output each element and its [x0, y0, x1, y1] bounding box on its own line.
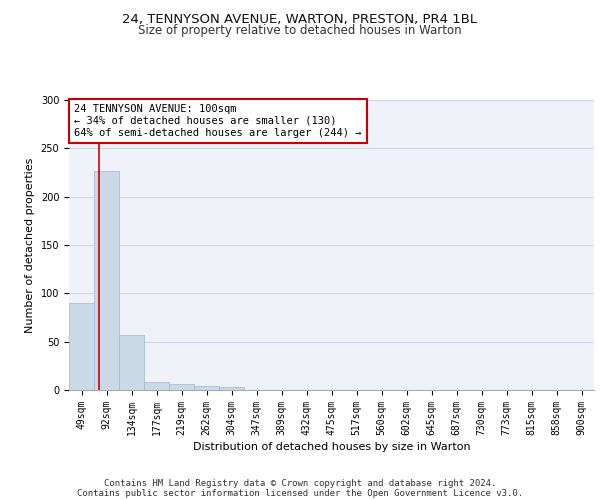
Bar	[194, 386, 219, 390]
Bar	[169, 384, 194, 390]
Bar	[119, 335, 144, 390]
Text: 24, TENNYSON AVENUE, WARTON, PRESTON, PR4 1BL: 24, TENNYSON AVENUE, WARTON, PRESTON, PR…	[122, 12, 478, 26]
Bar	[219, 387, 244, 390]
Text: Contains HM Land Registry data © Crown copyright and database right 2024.: Contains HM Land Registry data © Crown c…	[104, 478, 496, 488]
Y-axis label: Number of detached properties: Number of detached properties	[25, 158, 35, 332]
Text: Contains public sector information licensed under the Open Government Licence v3: Contains public sector information licen…	[77, 488, 523, 498]
Bar	[94, 170, 119, 390]
X-axis label: Distribution of detached houses by size in Warton: Distribution of detached houses by size …	[193, 442, 470, 452]
Bar	[69, 303, 94, 390]
Bar	[144, 382, 169, 390]
Text: 24 TENNYSON AVENUE: 100sqm
← 34% of detached houses are smaller (130)
64% of sem: 24 TENNYSON AVENUE: 100sqm ← 34% of deta…	[74, 104, 362, 138]
Text: Size of property relative to detached houses in Warton: Size of property relative to detached ho…	[138, 24, 462, 37]
